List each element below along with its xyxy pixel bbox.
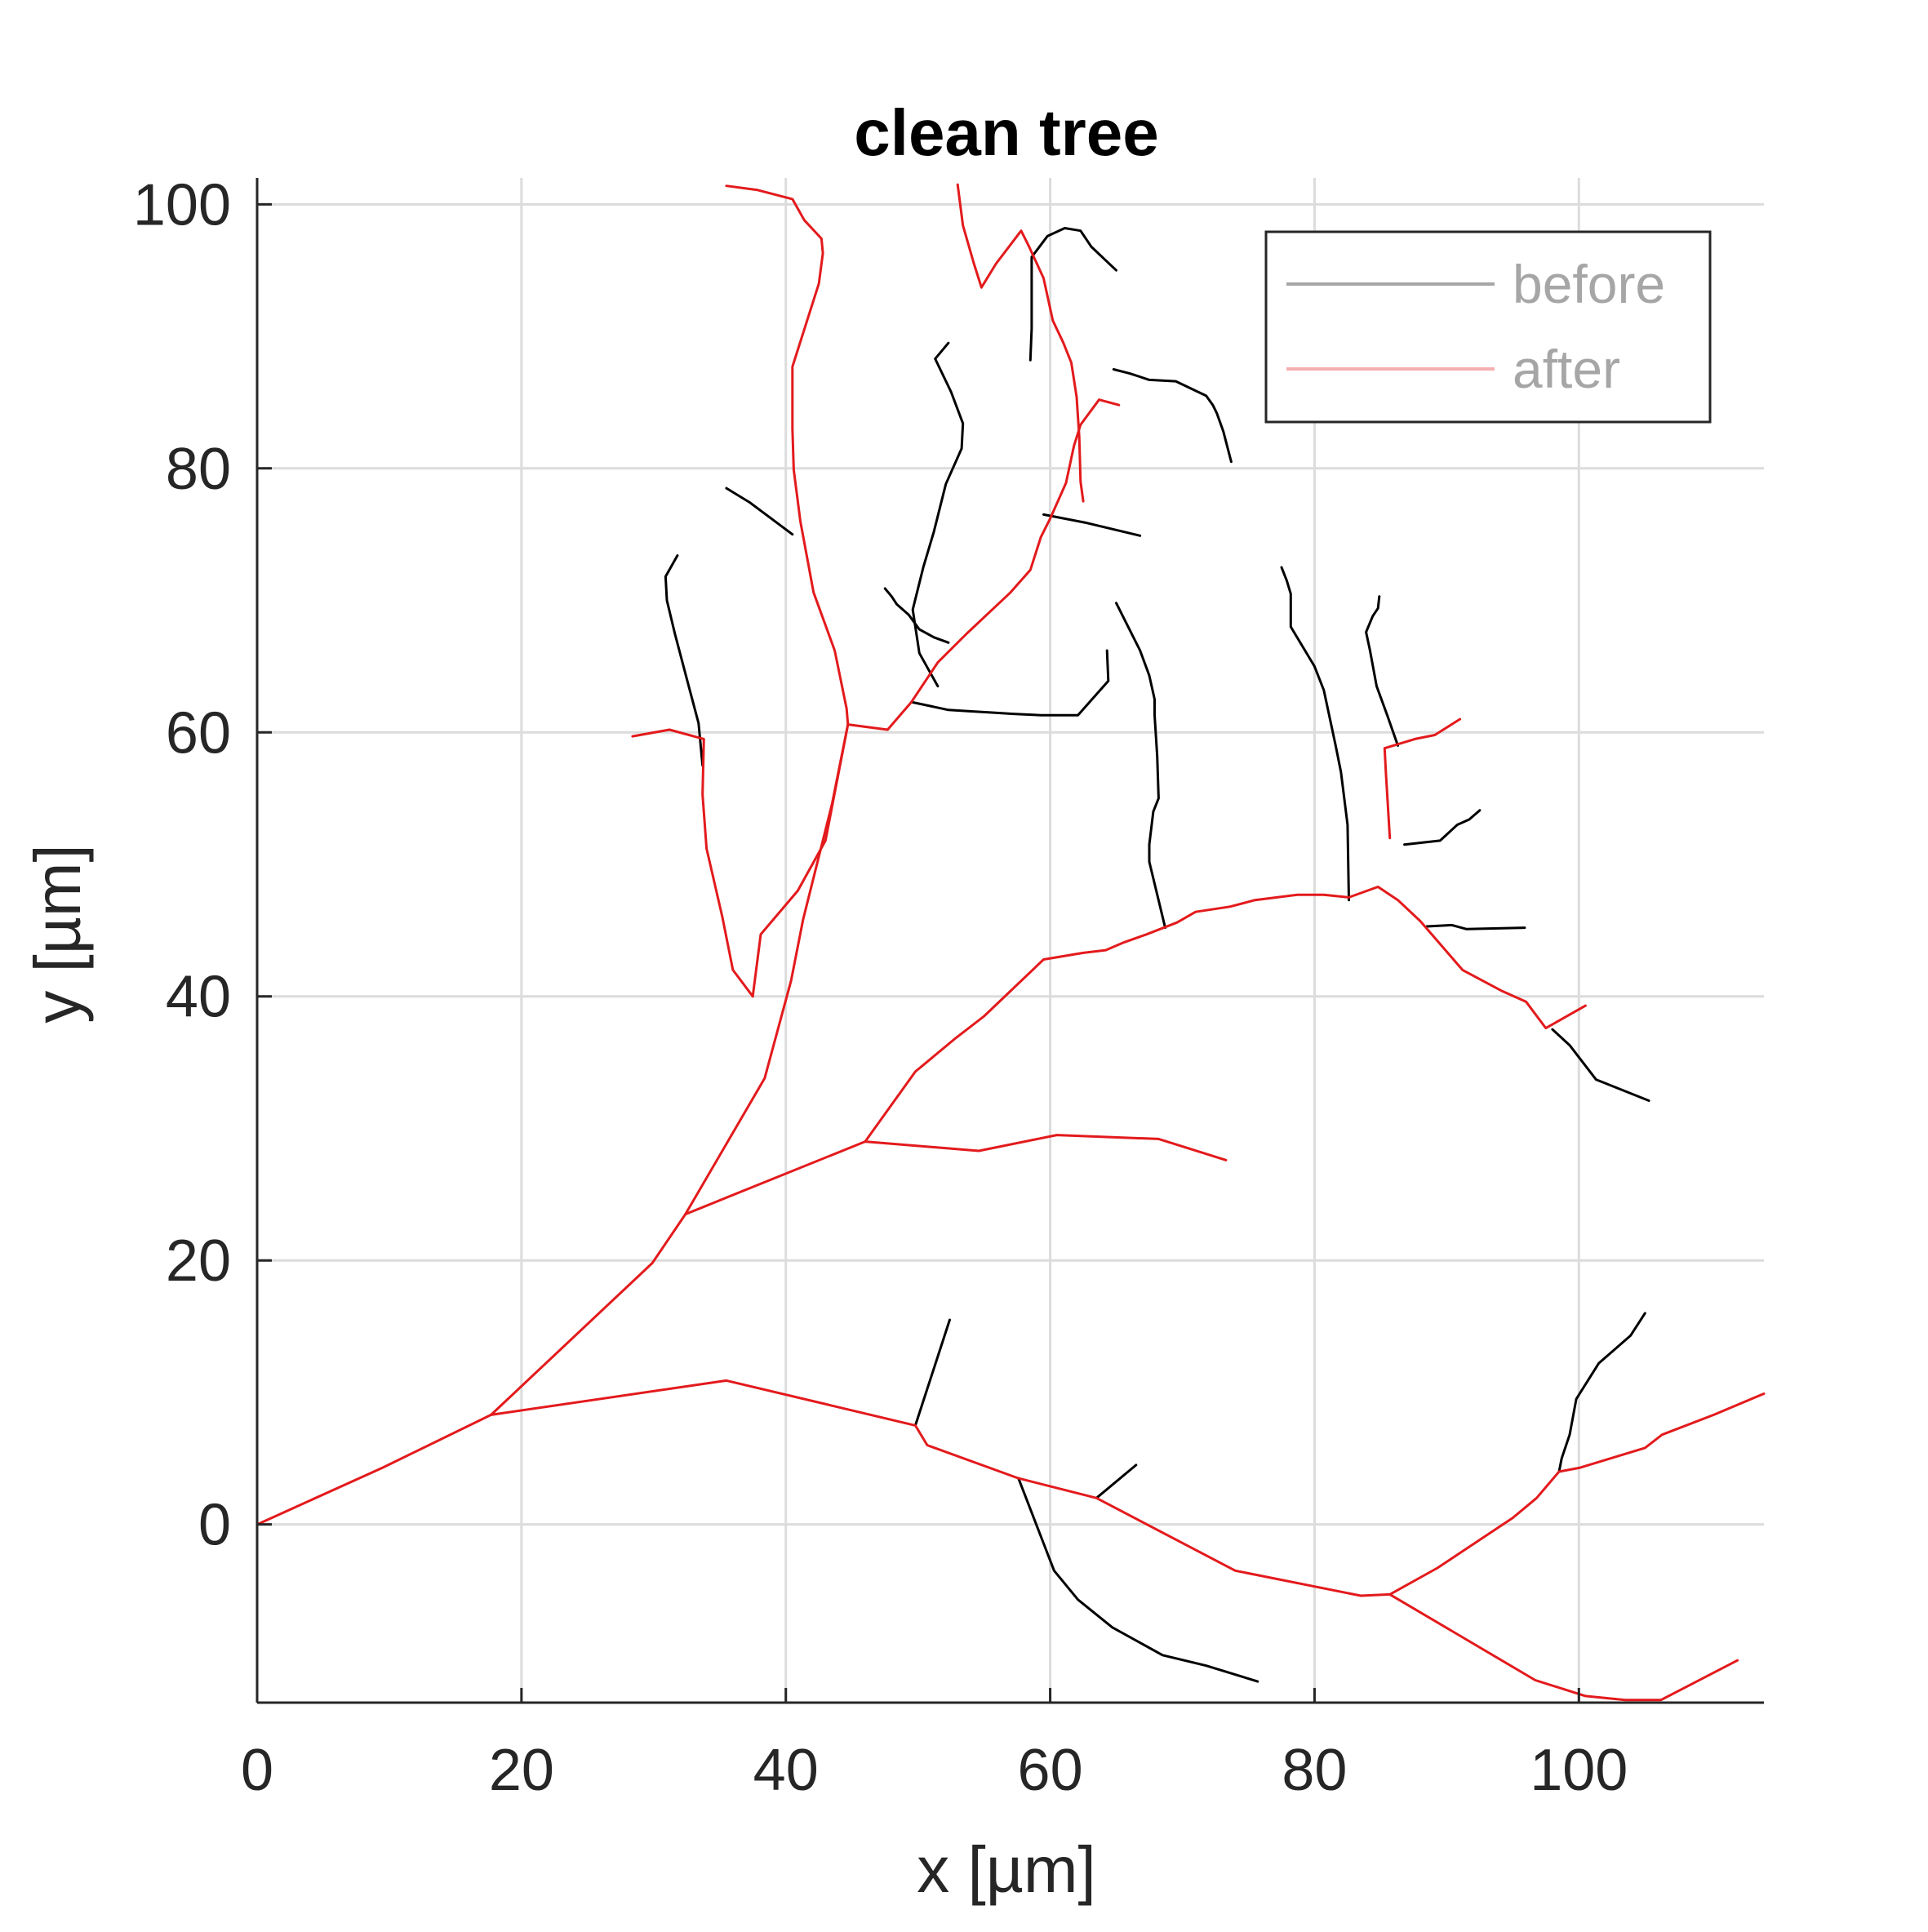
legend-label-before: before bbox=[1513, 254, 1665, 314]
x-tick-label: 60 bbox=[1018, 1738, 1083, 1803]
before-branch bbox=[883, 587, 950, 644]
before-branch bbox=[1551, 1028, 1650, 1102]
before-branch bbox=[1028, 227, 1117, 362]
after-branch bbox=[490, 1379, 1766, 1597]
chart-title: clean tree bbox=[854, 96, 1159, 169]
y-tick-label: 40 bbox=[166, 965, 231, 1030]
x-tick-label: 20 bbox=[489, 1738, 554, 1803]
y-tick-label: 60 bbox=[166, 700, 231, 766]
before-branch bbox=[1017, 1477, 1259, 1683]
x-axis-label: x [µm] bbox=[917, 1833, 1095, 1906]
after-branch bbox=[864, 886, 1587, 1144]
legend-label-after: after bbox=[1513, 339, 1620, 399]
before-branch bbox=[1557, 1312, 1646, 1473]
after-branch bbox=[255, 184, 850, 1526]
series-after bbox=[255, 183, 1766, 1702]
after-branch bbox=[751, 723, 850, 998]
y-tick-label: 0 bbox=[198, 1493, 231, 1558]
before-branch bbox=[1403, 809, 1482, 846]
x-tick-label: 40 bbox=[753, 1738, 819, 1803]
after-branch bbox=[956, 183, 1085, 503]
grid bbox=[255, 178, 1764, 1703]
after-branch bbox=[631, 728, 754, 998]
before-branch bbox=[1112, 368, 1233, 464]
before-branch bbox=[1280, 566, 1350, 902]
after-branch bbox=[1388, 1592, 1739, 1702]
before-branch bbox=[664, 554, 704, 767]
after-branch bbox=[1383, 717, 1462, 840]
before-branch bbox=[913, 1318, 951, 1427]
before-branch bbox=[1095, 1463, 1138, 1499]
before-branch bbox=[725, 486, 794, 536]
before-branch bbox=[1042, 513, 1142, 537]
before-branch bbox=[910, 649, 1110, 717]
y-tick-label: 100 bbox=[133, 172, 231, 238]
after-branch bbox=[684, 1134, 1228, 1216]
x-tick-label: 100 bbox=[1530, 1738, 1628, 1803]
axes: 0 20 40 60 80 100 0 20 40 60 80 100 bbox=[133, 172, 1764, 1803]
series-before bbox=[664, 227, 1650, 1683]
x-tick-label: 80 bbox=[1282, 1738, 1347, 1803]
before-branch bbox=[1425, 923, 1526, 930]
x-tick-label: 0 bbox=[241, 1738, 273, 1803]
before-branch bbox=[1365, 595, 1399, 747]
before-branch bbox=[1115, 602, 1166, 930]
y-axis-label: y [µm] bbox=[21, 844, 94, 1023]
plot-lines bbox=[255, 183, 1766, 1702]
before-branch bbox=[911, 341, 965, 688]
y-tick-label: 80 bbox=[166, 437, 231, 502]
y-tick-label: 20 bbox=[166, 1228, 231, 1294]
legend-box bbox=[1264, 230, 1712, 424]
legend: before after bbox=[1264, 230, 1712, 424]
